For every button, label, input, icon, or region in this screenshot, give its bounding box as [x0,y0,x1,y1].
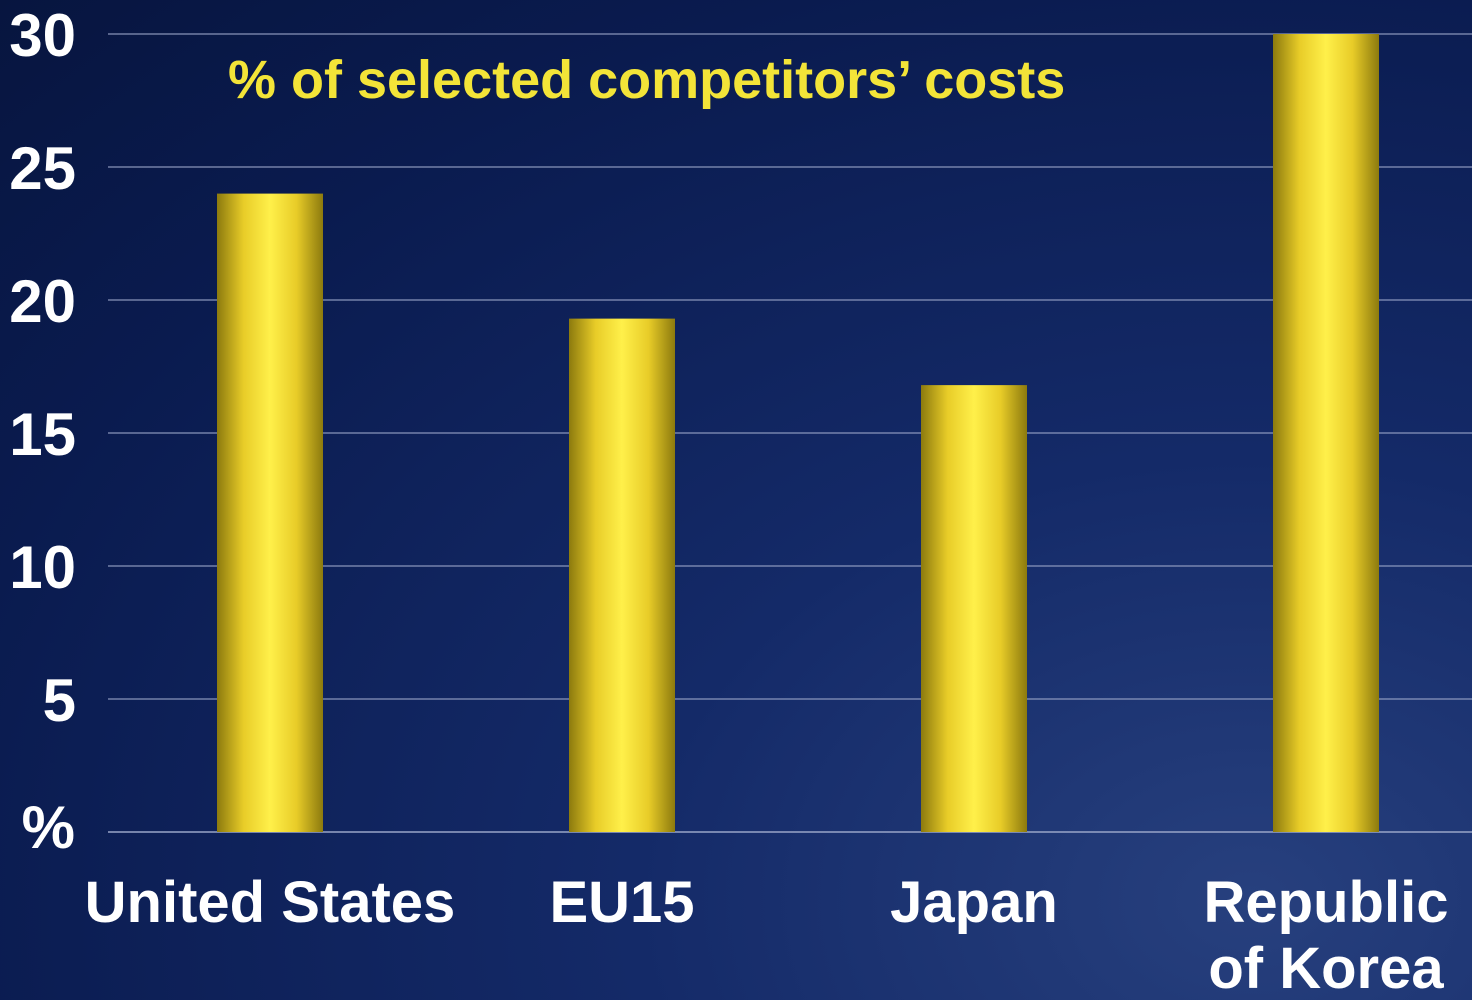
gridlines [108,33,1472,833]
bar-republic-of-korea [1273,34,1379,832]
x-category-label: Republic of Korea [1204,870,1449,1000]
x-axis: United States EU15 Japan Republic of Korea [85,870,1449,1000]
y-tick-label: 5 [43,667,76,734]
y-tick-label: 20 [9,268,76,335]
bar-japan [921,385,1027,832]
chart-title: % of selected competitors’ costs [228,50,1065,110]
y-axis: 5 10 15 20 25 30 [9,2,76,734]
bars [217,34,1379,833]
x-category-label: Japan [890,870,1058,935]
x-category-label: United States [85,870,456,935]
bar-eu15 [569,318,675,832]
bar-united-states [217,193,323,833]
y-tick-label: 25 [9,135,76,202]
x-category-label: EU15 [549,870,694,935]
y-axis-unit-label: % [22,794,75,861]
y-tick-label: 15 [9,401,76,468]
y-tick-label: 10 [9,534,76,601]
y-tick-label: 30 [9,2,76,69]
